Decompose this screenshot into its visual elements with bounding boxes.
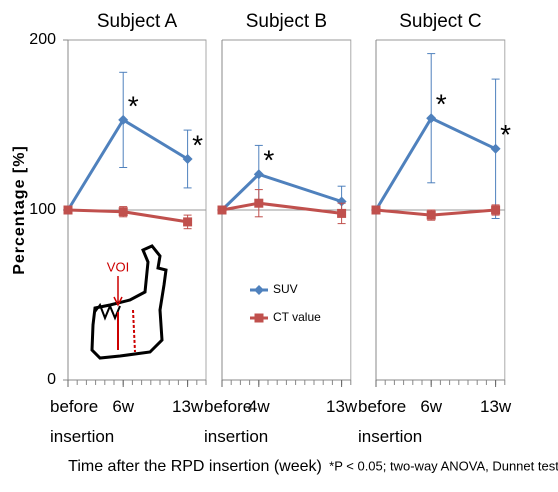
series-line: [222, 203, 342, 213]
series-line: [68, 120, 188, 210]
y-tick-label: 200: [29, 31, 56, 48]
legend-label: CT value: [273, 310, 321, 324]
x-tick-label: 13w: [480, 397, 512, 416]
significance-mark: *: [500, 119, 511, 150]
panel-title: Subject A: [97, 11, 178, 32]
series-line: [376, 118, 496, 210]
x-tick-label: 6w: [420, 397, 442, 416]
data-point: [218, 206, 227, 215]
legend-marker: [255, 314, 264, 323]
series-line: [376, 210, 496, 215]
y-tick-label: 100: [29, 201, 56, 218]
data-point: [119, 207, 128, 216]
x-tick-label: 6w: [112, 397, 134, 416]
significance-mark: *: [263, 145, 274, 176]
significance-mark: *: [192, 129, 203, 160]
panel-title: Subject C: [399, 11, 481, 32]
footnote: *P < 0.05; two-way ANOVA, Dunnet test: [329, 458, 558, 473]
data-point: [254, 199, 263, 208]
data-point: [491, 144, 501, 154]
data-point: [64, 206, 73, 215]
data-point: [427, 211, 436, 220]
significance-mark: *: [436, 89, 447, 120]
data-point: [491, 206, 500, 215]
x-tick-label: 13w: [326, 397, 358, 416]
series-line: [68, 210, 188, 222]
panel-title: Subject B: [246, 11, 327, 32]
chart: Percentage [%] Time after the RPD insert…: [0, 0, 558, 492]
inset-label: VOI: [107, 259, 129, 274]
x-tick-label: 4w: [248, 397, 270, 416]
x-tick-label: 13w: [172, 397, 204, 416]
x-axis-label: Time after the RPD insertion (week): [68, 458, 322, 475]
legend-label: SUV: [273, 282, 298, 296]
data-point: [183, 217, 192, 226]
data-point: [337, 209, 346, 218]
significance-mark: *: [128, 90, 139, 121]
legend-marker: [254, 285, 264, 295]
y-tick-label: 0: [47, 371, 56, 388]
data-point: [372, 206, 381, 215]
y-axis-label: Percentage [%]: [11, 145, 28, 275]
